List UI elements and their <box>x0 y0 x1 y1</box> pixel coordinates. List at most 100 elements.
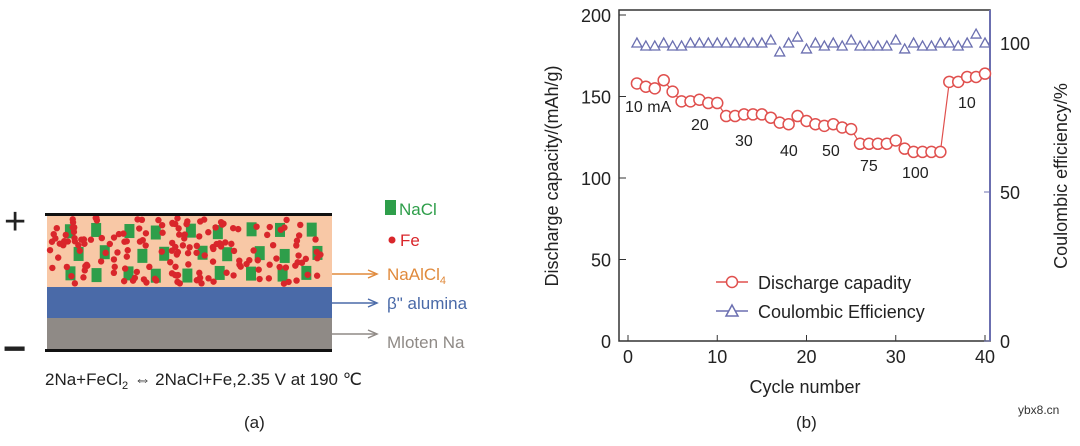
fe-particle <box>280 280 288 287</box>
nacl-particle <box>64 224 75 239</box>
nacl-particle <box>197 245 208 260</box>
ce-point <box>827 36 840 48</box>
fe-particle <box>196 269 203 277</box>
ce-point <box>639 39 652 51</box>
fe-particle <box>124 247 131 254</box>
nacl-particle <box>73 246 84 261</box>
discharge-capacity-series <box>630 67 992 159</box>
capacity-point <box>648 82 662 95</box>
fe-particle <box>175 225 182 232</box>
nacl-particle <box>124 224 135 239</box>
fe-particle <box>210 278 217 285</box>
nacl-particle <box>279 248 290 263</box>
fe-particle <box>172 263 179 270</box>
ce-point <box>925 39 938 51</box>
fe-particle <box>269 241 277 249</box>
fe-particle <box>136 225 143 232</box>
ce-point <box>800 42 813 54</box>
ce-point <box>818 39 831 51</box>
fe-legend-label: Fe <box>400 231 420 250</box>
fe-particle <box>294 259 301 266</box>
ce-point <box>791 30 804 42</box>
fe-particle <box>196 233 203 240</box>
beta-alumina-layer <box>47 287 332 318</box>
legend-triangle-marker-icon <box>724 303 740 317</box>
ce-point <box>961 36 974 48</box>
ce-point <box>657 36 670 48</box>
fe-particle <box>193 277 201 284</box>
panel-b-label: (b) <box>796 413 817 432</box>
fe-particle <box>76 247 83 254</box>
fe-particle <box>273 255 280 262</box>
current-annotations: 10 mA 20 30 40 50 75 100 10 <box>625 95 976 182</box>
nacl-particle <box>137 248 148 263</box>
fe-particle <box>297 221 304 229</box>
fe-particle <box>193 242 201 250</box>
fe-particle <box>193 249 200 256</box>
x-tick-label: 40 <box>975 347 995 367</box>
ce-point <box>720 36 733 48</box>
legend-circle-marker-icon <box>725 275 739 289</box>
fe-particle <box>256 275 263 283</box>
fe-particle <box>277 226 285 233</box>
ce-point <box>737 36 751 48</box>
naalcl4-label: NaAlCl4 <box>387 265 446 287</box>
ce-point <box>666 39 679 51</box>
fe-particle <box>198 280 205 287</box>
nacl-legend-label: NaCl <box>399 200 437 219</box>
molten-na-label: Mloten Na <box>387 333 465 352</box>
nacl-particle <box>212 225 223 240</box>
ce-point <box>755 36 768 48</box>
y2-tick-label: 0 <box>1000 332 1010 352</box>
fe-particle <box>295 252 302 259</box>
nacl-particle <box>123 266 134 281</box>
y-tick-label: 0 <box>601 332 611 352</box>
fe-particle <box>143 279 150 286</box>
nacl-particle <box>150 225 161 240</box>
current-annotation: 50 <box>822 143 840 160</box>
ce-point <box>889 33 902 45</box>
cathode-particles <box>46 214 324 287</box>
fe-particle <box>80 274 87 281</box>
fe-particle <box>265 275 273 282</box>
fe-particle <box>123 238 130 245</box>
ce-point <box>916 39 929 51</box>
fe-particle <box>168 239 176 247</box>
fe-particle <box>115 230 123 238</box>
fe-particle <box>230 247 238 255</box>
watermark: ybx8.cn <box>1018 403 1059 417</box>
fe-particle <box>250 247 257 254</box>
x-tick-label: 10 <box>707 347 727 367</box>
current-annotation: 10 <box>958 95 976 112</box>
fe-particle <box>98 234 106 242</box>
fe-particle <box>282 264 290 271</box>
fe-particle <box>155 216 162 224</box>
fe-particle <box>159 229 166 236</box>
fe-particle <box>302 255 310 263</box>
fe-particle <box>68 272 75 280</box>
fe-particle <box>228 240 235 248</box>
coulombic-efficiency-series <box>630 27 992 57</box>
fe-particle <box>174 215 181 222</box>
legend-label-capacity: Discharge capadity <box>758 273 911 293</box>
fe-particle <box>205 229 212 236</box>
fe-particle <box>60 238 68 245</box>
nacl-particle <box>214 265 225 280</box>
fe-particle <box>184 249 192 257</box>
nacl-legend-swatch <box>385 200 396 215</box>
nacl-particle <box>222 247 233 262</box>
ce-point <box>684 36 697 48</box>
bottom-current-collector <box>45 349 332 352</box>
fe-particle <box>158 248 165 255</box>
y-tick-label: 100 <box>581 169 611 189</box>
capacity-point <box>666 85 679 98</box>
fe-particle <box>151 275 159 283</box>
nacl-particle <box>182 268 193 283</box>
fe-particle <box>50 230 57 238</box>
fe-particle <box>83 261 90 268</box>
y2-tick-label: 50 <box>1000 183 1020 203</box>
fe-particle <box>110 234 118 241</box>
fe-particle <box>293 242 300 249</box>
nacl-particle <box>246 222 257 237</box>
fe-particle <box>69 224 76 231</box>
